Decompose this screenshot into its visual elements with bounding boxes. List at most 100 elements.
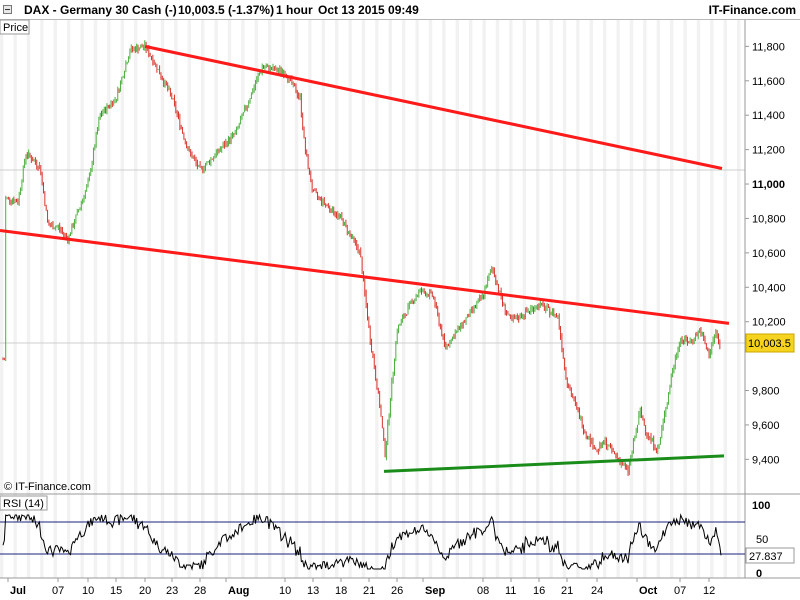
- day-band: [576, 20, 580, 578]
- day-band: [656, 20, 660, 578]
- rsi-tick-0: 0: [756, 568, 762, 580]
- day-band: [0, 20, 4, 578]
- time-tick-label: 26: [391, 585, 403, 597]
- time-tick-label: 18: [335, 585, 347, 597]
- time-tick-label: 16: [533, 585, 545, 597]
- day-band: [308, 20, 312, 578]
- time-tick-label: 10: [82, 585, 94, 597]
- brand-label: IT-Finance.com: [708, 3, 796, 17]
- price-tick-label: 9,600: [752, 420, 780, 432]
- last-price-label: 10,003.5: [748, 338, 791, 350]
- time-tick-label: 11: [505, 585, 516, 597]
- day-band: [294, 20, 299, 578]
- day-band: [710, 20, 714, 578]
- quote-change: 10,003.5 (-1.37%): [178, 3, 275, 17]
- minimize-icon[interactable]: [3, 5, 12, 14]
- time-tick-label: 28: [194, 585, 206, 597]
- trendline-red: [0, 229, 730, 325]
- rsi-panel-label: RSI (14): [3, 498, 44, 510]
- candle-series: [2, 40, 721, 476]
- day-band: [603, 20, 607, 578]
- day-band: [67, 20, 71, 578]
- price-tick-label: 11,000: [752, 179, 785, 191]
- time-tick-label: 21: [363, 585, 375, 597]
- day-band: [442, 20, 446, 578]
- price-panel-label-box: [0, 19, 30, 35]
- day-band: [683, 20, 687, 578]
- trendline-green: [383, 454, 725, 473]
- last-price-box: [745, 333, 795, 353]
- day-band: [134, 20, 138, 578]
- time-tick-label: 07: [674, 585, 686, 597]
- rsi-tick-50: 50: [756, 534, 768, 546]
- day-band: [254, 20, 258, 578]
- day-band: [495, 20, 500, 578]
- day-band: [388, 20, 392, 578]
- rsi-tick-100: 100: [752, 500, 770, 512]
- day-band: [643, 20, 647, 578]
- day-band: [214, 20, 218, 578]
- day-band: [281, 20, 285, 578]
- day-band: [26, 20, 31, 578]
- day-band: [629, 20, 634, 578]
- price-tick-label: 11,600: [752, 76, 785, 88]
- watermark: © IT-Finance.com: [4, 481, 91, 493]
- day-band: [361, 20, 366, 578]
- day-band: [562, 20, 567, 578]
- day-band: [147, 20, 151, 578]
- instrument-title: DAX - Germany 30 Cash (-): [24, 3, 177, 17]
- day-band: [40, 20, 44, 578]
- trendlines: [0, 44, 730, 473]
- rsi-last-box: [745, 547, 795, 564]
- time-tick-label: 23: [166, 585, 178, 597]
- time-tick-label: 07: [52, 585, 64, 597]
- timeframe-label: 1 hour: [276, 3, 313, 17]
- time-tick-label: Aug: [228, 585, 249, 597]
- price-tick-label: 11,800: [752, 41, 785, 53]
- price-tick-label: 11,200: [752, 145, 785, 157]
- day-band: [335, 20, 339, 578]
- rsi-last-label: 27.837: [749, 551, 783, 563]
- day-band: [348, 20, 352, 578]
- day-band: [80, 20, 84, 578]
- day-band: [415, 20, 419, 578]
- day-band: [428, 20, 433, 578]
- price-tick-label: 9,400: [752, 454, 780, 466]
- day-band: [174, 20, 178, 578]
- time-tick-label: 21: [561, 585, 573, 597]
- day-band: [120, 20, 124, 578]
- price-tick-label: 11,400: [752, 110, 785, 122]
- datetime-label: Oct 13 2015 09:49: [318, 3, 419, 17]
- day-band: [670, 20, 674, 578]
- time-axis-ticks: Jul 07 10 15 20 23 28 Aug 10 13 18 21 26 Sep 08 11 16 21 2…: [7, 578, 715, 597]
- day-band: [268, 20, 272, 578]
- price-axis-ticks: 11,800 11,600 11,400 11,200 11,000 10,800 10,6…: [745, 41, 786, 466]
- price-tick-label: 10,600: [752, 248, 786, 260]
- time-tick-label: 08: [477, 585, 489, 597]
- day-band: [187, 20, 191, 578]
- time-tick-label: 12: [703, 585, 715, 597]
- day-band: [375, 20, 379, 578]
- price-panel-label: Price: [3, 22, 28, 34]
- price-tick-label: 9,800: [752, 386, 780, 398]
- day-band: [549, 20, 553, 578]
- day-band: [737, 20, 741, 578]
- time-tick-label: 10: [279, 585, 291, 597]
- day-band: [93, 20, 98, 578]
- trendline-red: [144, 44, 723, 170]
- time-tick-label: 20: [139, 585, 151, 597]
- time-tick-label: 24: [591, 585, 603, 597]
- day-band: [241, 20, 245, 578]
- day-band: [509, 20, 513, 578]
- day-band: [402, 20, 406, 578]
- price-tick-label: 10,200: [752, 317, 786, 329]
- day-band: [107, 20, 111, 578]
- day-band: [522, 20, 526, 578]
- time-tick-label: 13: [307, 585, 319, 597]
- time-tick-label: 15: [110, 585, 122, 597]
- price-tick-label: 10,800: [752, 213, 786, 225]
- time-tick-label: Sep: [425, 585, 445, 597]
- day-band: [53, 20, 57, 578]
- day-band: [321, 20, 325, 578]
